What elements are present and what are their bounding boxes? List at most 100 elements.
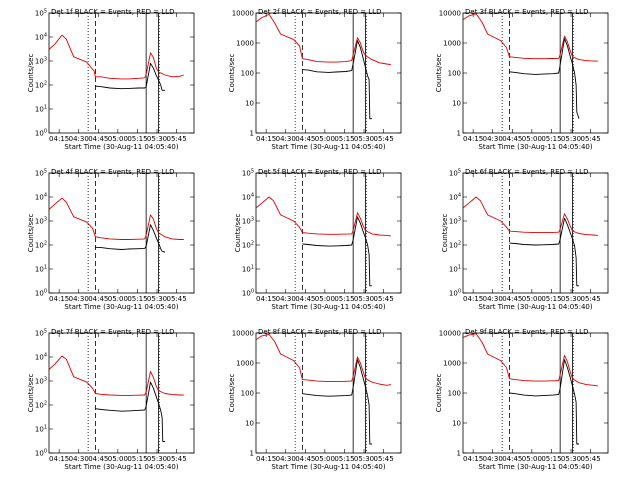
y-tick-label: 101 bbox=[242, 265, 254, 274]
detector-chart-2: Det 2f BLACK = Events, RED = LLD 1 10 100 10… bbox=[228, 8, 402, 151]
x-tick-label: 04:30 bbox=[483, 135, 503, 143]
series-line-lld bbox=[255, 333, 391, 386]
detector-chart-3: Det 3f BLACK = Events, RED = LLD 1 10 100 10… bbox=[435, 8, 609, 151]
detector-chart-1: Det 1f BLACK = Events, RED = LLD 100 101 10… bbox=[27, 8, 195, 151]
x-tick-label: 04:30 bbox=[69, 135, 89, 143]
series-line-events bbox=[302, 216, 372, 287]
chart-title: Det 3f BLACK = Events, RED = LLD bbox=[465, 8, 588, 16]
x-axis-label: Start Time (30-Aug-11 04:05:40) bbox=[271, 463, 385, 471]
x-tick-label: 04:30 bbox=[69, 295, 89, 303]
y-tick-label: 105 bbox=[35, 169, 47, 178]
x-tick-label: 04:45 bbox=[502, 295, 522, 303]
y-tick-label: 10000 bbox=[232, 10, 254, 18]
y-tick-label: 1000 bbox=[443, 40, 461, 48]
y-axis-label: Counts/sec bbox=[27, 374, 35, 413]
x-tick-label: 05:15 bbox=[127, 135, 147, 143]
x-axis-label: Start Time (30-Aug-11 04:05:40) bbox=[64, 303, 178, 311]
x-axis-label: Start Time (30-Aug-11 04:05:40) bbox=[478, 143, 592, 151]
x-tick-label: 05:15 bbox=[541, 135, 561, 143]
chart-title: Det 9f BLACK = Events, RED = LLD bbox=[465, 328, 588, 336]
x-tick-label: 04:45 bbox=[502, 455, 522, 463]
plot-frame bbox=[48, 332, 195, 454]
y-tick-label: 105 bbox=[449, 169, 461, 178]
x-axis-label: Start Time (30-Aug-11 04:05:40) bbox=[478, 463, 592, 471]
y-tick-label: 101 bbox=[35, 105, 47, 114]
series-line-lld bbox=[462, 13, 598, 62]
y-axis-label: Counts/sec bbox=[228, 374, 236, 413]
x-tick-label: 05:30 bbox=[561, 295, 581, 303]
y-axis-label: Counts/sec bbox=[435, 54, 443, 93]
x-tick-label: 05:15 bbox=[127, 295, 147, 303]
series-line-lld bbox=[255, 196, 391, 237]
x-tick-label: 05:15 bbox=[334, 295, 354, 303]
y-tick-label: 100 bbox=[241, 390, 254, 398]
x-tick-label: 05:00 bbox=[315, 295, 335, 303]
x-tick-label: 05:00 bbox=[522, 295, 542, 303]
y-tick-label: 102 bbox=[242, 241, 254, 250]
y-tick-label: 104 bbox=[35, 33, 47, 42]
x-tick-label: 05:45 bbox=[581, 295, 601, 303]
y-tick-label: 104 bbox=[449, 193, 461, 202]
y-tick-label: 1 bbox=[250, 130, 254, 138]
series-line-lld bbox=[48, 34, 184, 80]
y-tick-label: 102 bbox=[35, 81, 47, 90]
x-axis-label: Start Time (30-Aug-11 04:05:40) bbox=[64, 143, 178, 151]
x-tick-label: 05:45 bbox=[167, 135, 187, 143]
x-tick-label: 05:45 bbox=[167, 295, 187, 303]
y-tick-label: 1000 bbox=[236, 40, 254, 48]
x-axis-label: Start Time (30-Aug-11 04:05:40) bbox=[64, 463, 178, 471]
y-tick-label: 100 bbox=[448, 70, 461, 78]
y-tick-label: 104 bbox=[242, 193, 254, 202]
x-tick-label: 05:00 bbox=[108, 295, 128, 303]
x-tick-label: 05:00 bbox=[315, 455, 335, 463]
y-tick-label: 10 bbox=[452, 420, 461, 428]
series-line-events bbox=[95, 62, 165, 91]
x-tick-label: 05:30 bbox=[354, 455, 374, 463]
x-tick-label: 05:45 bbox=[581, 135, 601, 143]
plot-frame bbox=[255, 332, 402, 454]
x-tick-label: 04:15 bbox=[49, 135, 69, 143]
series-line-lld bbox=[462, 196, 598, 236]
x-tick-label: 05:30 bbox=[147, 295, 167, 303]
x-tick-label: 04:45 bbox=[502, 135, 522, 143]
x-tick-label: 04:15 bbox=[256, 455, 276, 463]
chart-title: Det 7f BLACK = Events, RED = LLD bbox=[51, 328, 174, 336]
y-tick-label: 1000 bbox=[236, 360, 254, 368]
y-tick-label: 1 bbox=[457, 450, 461, 458]
series-line-events bbox=[95, 224, 166, 253]
y-tick-label: 100 bbox=[35, 129, 47, 138]
x-tick-label: 04:15 bbox=[256, 295, 276, 303]
series-line-lld bbox=[462, 333, 598, 387]
x-tick-label: 05:45 bbox=[374, 295, 394, 303]
x-tick-label: 04:45 bbox=[88, 455, 108, 463]
detector-chart-7: Det 7f BLACK = Events, RED = LLD 100 101 10… bbox=[27, 328, 195, 471]
y-tick-label: 103 bbox=[242, 217, 254, 226]
y-axis-label: Counts/sec bbox=[228, 54, 236, 93]
chart-title: Det 4f BLACK = Events, RED = LLD bbox=[51, 168, 174, 176]
x-tick-label: 04:15 bbox=[463, 295, 483, 303]
x-tick-label: 04:15 bbox=[256, 135, 276, 143]
x-tick-label: 05:45 bbox=[374, 135, 394, 143]
y-tick-label: 103 bbox=[449, 217, 461, 226]
chart-title: Det 2f BLACK = Events, RED = LLD bbox=[258, 8, 381, 16]
x-tick-label: 05:15 bbox=[334, 135, 354, 143]
x-tick-label: 04:15 bbox=[49, 295, 69, 303]
x-tick-label: 05:30 bbox=[561, 455, 581, 463]
y-tick-label: 105 bbox=[35, 329, 47, 338]
series-line-events bbox=[302, 359, 372, 445]
y-axis-label: Counts/sec bbox=[234, 214, 242, 253]
x-tick-label: 04:45 bbox=[295, 455, 315, 463]
x-tick-label: 04:15 bbox=[463, 135, 483, 143]
y-tick-label: 100 bbox=[241, 70, 254, 78]
x-tick-label: 04:30 bbox=[483, 455, 503, 463]
plot-frame bbox=[462, 12, 609, 134]
detector-chart-8: Det 8f BLACK = Events, RED = LLD 1 10 100 10… bbox=[228, 328, 402, 471]
plot-frame bbox=[255, 172, 402, 294]
y-tick-label: 1000 bbox=[443, 360, 461, 368]
chart-title: Det 8f BLACK = Events, RED = LLD bbox=[258, 328, 381, 336]
x-tick-label: 05:15 bbox=[541, 455, 561, 463]
x-tick-label: 05:00 bbox=[522, 135, 542, 143]
series-line-events bbox=[302, 40, 372, 120]
series-line-events bbox=[509, 217, 579, 287]
x-tick-label: 04:30 bbox=[276, 135, 296, 143]
